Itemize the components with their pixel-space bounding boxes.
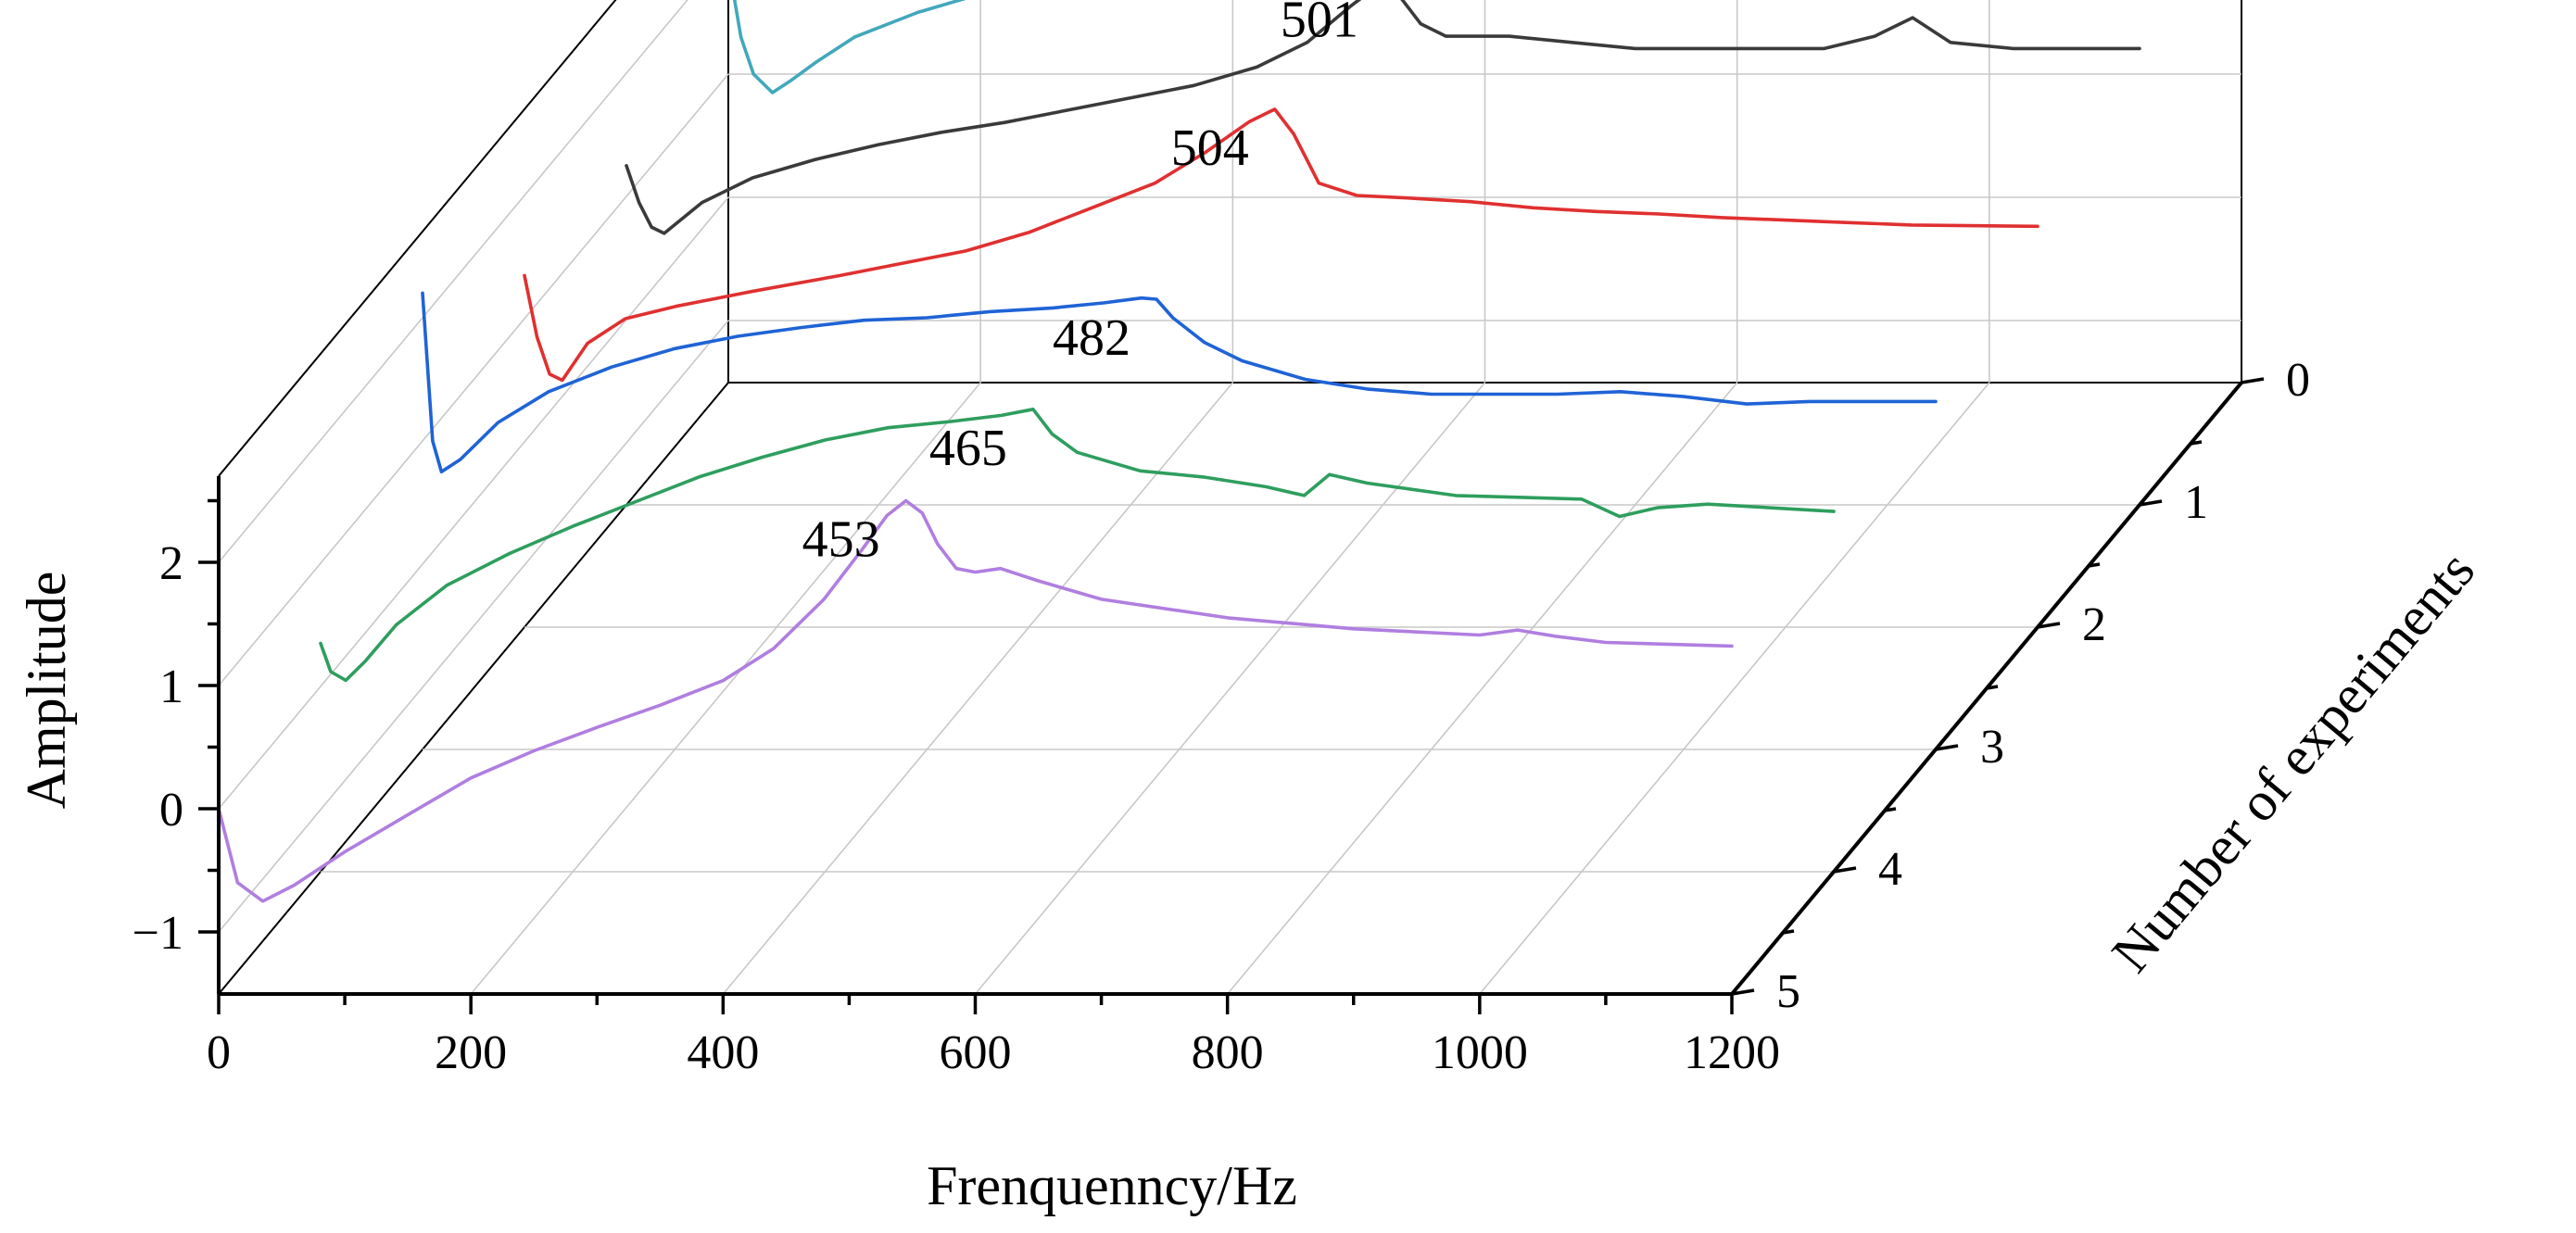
z-minor-tick: [1782, 929, 1795, 935]
x-tick-label: 0: [207, 1026, 231, 1079]
series-line-experiment-5: [217, 498, 1734, 903]
peak-label-465: 465: [929, 420, 1007, 477]
y-tick-label: −1: [133, 907, 183, 960]
x-tick-label: 1200: [1684, 1026, 1780, 1079]
series-line-experiment-0: [732, 0, 966, 94]
z-minor-tick: [1884, 807, 1897, 812]
peak-label-453: 453: [802, 511, 880, 569]
side-amp-grid: [218, 0, 688, 563]
labels-layer: 525501504482465453020040060080010001200−…: [133, 0, 2310, 1079]
series-line-experiment-1: [625, 0, 2141, 235]
series-line-experiment-4: [319, 408, 1836, 683]
left-wall-top-edge: [218, 0, 617, 477]
floor-grid-line: [470, 382, 981, 995]
z-major-tick: [1833, 866, 1857, 874]
z-minor-tick: [2088, 562, 2101, 568]
z-major-tick: [1935, 744, 1959, 751]
floor-grid-line: [974, 382, 1486, 995]
x-tick-label: 400: [687, 1026, 759, 1079]
side-amp-grid: [218, 73, 729, 686]
y-tick-label: 2: [159, 537, 183, 590]
floor-grid-line: [1479, 382, 1990, 995]
y-tick-label: 1: [159, 661, 183, 713]
floor-grid-line: [1227, 382, 1738, 995]
peak-label-504: 504: [1171, 120, 1249, 177]
floor-grid-line: [722, 382, 1233, 995]
peak-label-501: 501: [1281, 0, 1358, 48]
z-major-tick: [2037, 622, 2061, 629]
z-tick-label: 5: [1776, 965, 1800, 1018]
z-major-tick: [2139, 499, 2163, 507]
x-tick-label: 200: [435, 1026, 507, 1079]
y-axis-title: Amplitude: [16, 572, 77, 810]
side-amp-grid: [218, 196, 729, 810]
z-minor-tick: [1986, 685, 1999, 690]
series-layer: [217, 0, 2141, 903]
z-minor-tick: [2190, 440, 2203, 446]
z-major-tick: [2241, 377, 2265, 384]
y-tick-label: 0: [159, 784, 183, 837]
left-floor-edge: [218, 382, 729, 995]
z-tick-label: 0: [2286, 354, 2310, 407]
z-tick-label: 4: [1878, 843, 1902, 896]
peak-label-482: 482: [1053, 309, 1130, 367]
z-axis-title: Number of experiments: [2100, 540, 2486, 984]
x-tick-label: 800: [1192, 1026, 1264, 1079]
z-major-tick: [1731, 988, 1755, 996]
series-line-experiment-3: [421, 291, 1938, 474]
x-tick-label: 1000: [1432, 1026, 1528, 1079]
side-amp-grid: [218, 320, 729, 933]
z-tick-label: 2: [2082, 598, 2106, 651]
grid-layer: [218, 0, 2242, 995]
x-tick-label: 600: [940, 1026, 1012, 1079]
axes-layer: [198, 377, 2265, 1014]
x-axis-title: Frenquenncy/Hz: [927, 1155, 1297, 1216]
series-line-experiment-2: [523, 107, 2039, 383]
z-tick-label: 1: [2184, 476, 2208, 529]
z-tick-label: 3: [1980, 721, 2004, 774]
